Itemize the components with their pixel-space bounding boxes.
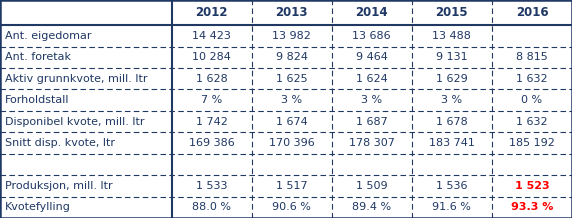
Text: 1 536: 1 536	[436, 181, 468, 191]
Text: 183 741: 183 741	[429, 138, 475, 148]
Text: 7 %: 7 %	[201, 95, 223, 105]
Text: 88.0 %: 88.0 %	[192, 202, 231, 212]
Text: 91.6 %: 91.6 %	[432, 202, 471, 212]
Text: 1 742: 1 742	[196, 117, 228, 126]
Text: 1 629: 1 629	[436, 74, 468, 84]
Text: 13 982: 13 982	[272, 31, 311, 41]
Text: 185 192: 185 192	[509, 138, 555, 148]
Text: Snitt disp. kvote, ltr: Snitt disp. kvote, ltr	[5, 138, 114, 148]
Text: 1 625: 1 625	[276, 74, 308, 84]
Text: Aktiv grunnkvote, mill. ltr: Aktiv grunnkvote, mill. ltr	[5, 74, 147, 84]
Text: 13 488: 13 488	[432, 31, 471, 41]
Text: 178 307: 178 307	[349, 138, 395, 148]
Text: 3 %: 3 %	[362, 95, 382, 105]
Text: Kvotefylling: Kvotefylling	[5, 202, 70, 212]
Text: Produksjon, mill. ltr: Produksjon, mill. ltr	[5, 181, 112, 191]
Text: 3 %: 3 %	[442, 95, 462, 105]
Text: 9 464: 9 464	[356, 52, 388, 62]
Text: 1 678: 1 678	[436, 117, 468, 126]
Text: 170 396: 170 396	[269, 138, 315, 148]
Text: 1 624: 1 624	[356, 74, 388, 84]
Text: 2014: 2014	[355, 6, 388, 19]
Text: 90.6 %: 90.6 %	[272, 202, 311, 212]
Text: 13 686: 13 686	[352, 31, 391, 41]
Text: 169 386: 169 386	[189, 138, 235, 148]
Text: 1 674: 1 674	[276, 117, 308, 126]
Text: 2015: 2015	[435, 6, 468, 19]
Text: 2012: 2012	[196, 6, 228, 19]
Text: 8 815: 8 815	[516, 52, 548, 62]
Text: 1 632: 1 632	[516, 117, 548, 126]
Text: Forholdstall: Forholdstall	[5, 95, 69, 105]
Text: 2013: 2013	[276, 6, 308, 19]
Text: 1 517: 1 517	[276, 181, 308, 191]
Text: 1 632: 1 632	[516, 74, 548, 84]
Text: 1 509: 1 509	[356, 181, 388, 191]
Text: 2016: 2016	[515, 6, 549, 19]
Text: 1 628: 1 628	[196, 74, 228, 84]
Text: 1 523: 1 523	[515, 181, 549, 191]
Text: 3 %: 3 %	[281, 95, 302, 105]
Text: 89.4 %: 89.4 %	[352, 202, 391, 212]
Text: 0 %: 0 %	[522, 95, 542, 105]
Text: 10 284: 10 284	[192, 52, 231, 62]
Text: 1 533: 1 533	[196, 181, 228, 191]
Text: 1 687: 1 687	[356, 117, 388, 126]
Text: 9 131: 9 131	[436, 52, 468, 62]
Text: Disponibel kvote, mill. ltr: Disponibel kvote, mill. ltr	[5, 117, 144, 126]
Text: Ant. eigedomar: Ant. eigedomar	[5, 31, 91, 41]
Text: 93.3 %: 93.3 %	[511, 202, 553, 212]
Text: 14 423: 14 423	[192, 31, 231, 41]
Text: 9 824: 9 824	[276, 52, 308, 62]
Text: Ant. foretak: Ant. foretak	[5, 52, 70, 62]
